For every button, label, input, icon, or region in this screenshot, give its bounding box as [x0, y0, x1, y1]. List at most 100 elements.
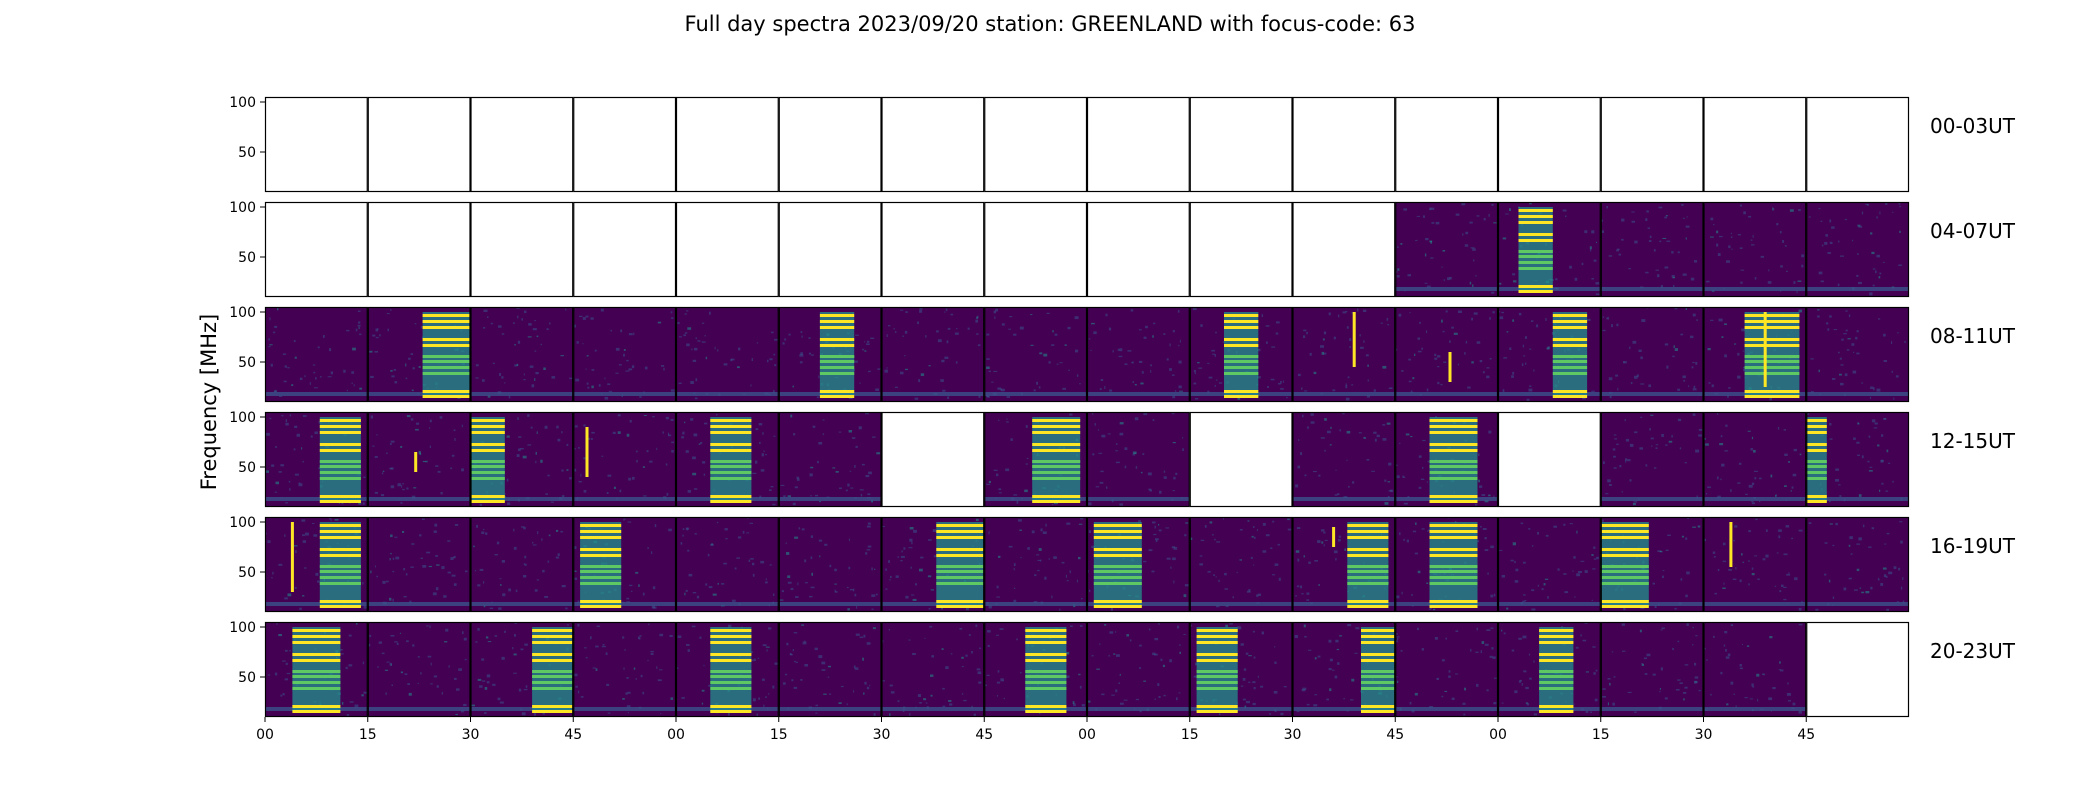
noise-speck: [313, 371, 316, 374]
noise-speck: [1713, 224, 1715, 226]
panel-frame: [1189, 306, 1293, 403]
interference-band: [1703, 287, 1807, 291]
noise-speck: [1632, 503, 1636, 506]
panel-background: [1189, 202, 1293, 297]
noise-speck: [1256, 376, 1261, 379]
noise-speck: [1693, 385, 1696, 389]
spectrum-panel: [1806, 621, 1910, 718]
noise-speck: [1843, 333, 1847, 335]
noise-speck: [1179, 644, 1181, 646]
noise-speck: [1716, 230, 1719, 234]
noise-speck: [780, 484, 785, 486]
noise-speck: [1856, 441, 1860, 444]
burst-band: [1093, 524, 1142, 527]
noise-speck: [1313, 704, 1318, 707]
noise-speck: [1672, 355, 1675, 358]
noise-speck: [1581, 262, 1584, 266]
noise-speck: [1769, 636, 1773, 639]
burst-band: [1224, 360, 1259, 363]
noise-speck: [1739, 579, 1742, 583]
noise-speck: [1081, 704, 1086, 707]
burst-band: [1224, 355, 1259, 358]
noise-speck: [904, 355, 906, 357]
noise-speck: [686, 310, 689, 312]
noise-speck: [1078, 673, 1081, 676]
panel-frame: [1086, 306, 1190, 403]
noise-speck: [1473, 312, 1478, 315]
noise-speck: [523, 563, 526, 566]
noise-speck: [372, 445, 375, 447]
noise-speck: [877, 368, 881, 370]
burst-band: [470, 465, 505, 468]
noise-speck: [485, 532, 488, 535]
noise-speck: [278, 563, 283, 566]
noise-speck: [900, 560, 903, 562]
noise-speck: [865, 552, 868, 555]
noise-speck: [692, 592, 697, 594]
noise-speck: [1580, 634, 1582, 637]
noise-speck: [362, 661, 364, 665]
noise-speck: [632, 476, 635, 480]
noise-speck: [659, 633, 664, 637]
noise-speck: [871, 608, 874, 610]
noise-speck: [810, 556, 813, 560]
noise-speck: [998, 488, 1002, 491]
noise-speck: [763, 450, 765, 452]
noise-speck: [268, 346, 271, 348]
noise-speck: [1212, 353, 1215, 355]
panel-frame: [573, 516, 677, 613]
burst-band: [1196, 629, 1238, 632]
noise-speck: [1237, 627, 1242, 630]
noise-speck: [476, 524, 478, 528]
noise-speck: [585, 315, 589, 318]
noise-speck: [318, 467, 321, 470]
noise-speck: [1611, 324, 1613, 328]
burst-band: [1429, 495, 1478, 498]
noise-speck: [282, 353, 287, 355]
noise-speck: [375, 336, 379, 339]
noise-speck: [941, 607, 943, 610]
noise-speck: [1506, 331, 1509, 333]
noise-speck: [1575, 646, 1579, 649]
panel-background: [881, 307, 985, 402]
noise-speck: [1272, 520, 1275, 523]
noise-speck: [855, 633, 860, 636]
noise-speck: [1140, 382, 1144, 385]
noise-speck: [624, 649, 626, 651]
spectrum-panel: [1497, 516, 1601, 613]
burst-band: [1032, 431, 1081, 434]
noise-speck: [762, 678, 765, 681]
noise-speck: [1013, 563, 1016, 566]
burst-band: [580, 524, 622, 527]
noise-speck: [1464, 687, 1466, 691]
noise-speck: [1482, 528, 1487, 530]
burst-mark: [1361, 627, 1396, 713]
noise-speck: [750, 659, 754, 662]
noise-speck: [838, 431, 842, 433]
noise-speck: [1075, 349, 1079, 353]
burst-band: [532, 705, 574, 708]
noise-speck: [536, 335, 539, 338]
noise-speck: [1602, 696, 1606, 698]
noise-speck: [808, 352, 811, 355]
noise-speck: [1831, 226, 1835, 229]
interference-band: [265, 497, 368, 501]
noise-speck: [1680, 578, 1683, 581]
noise-speck: [959, 628, 963, 630]
spectrum-panel: [573, 411, 677, 508]
noise-speck: [1856, 330, 1859, 333]
noise-speck: [1079, 685, 1082, 689]
noise-speck: [1430, 207, 1435, 210]
noise-speck: [514, 622, 517, 624]
burst-band: [1552, 344, 1588, 347]
noise-speck: [363, 691, 367, 694]
noise-speck: [1704, 437, 1706, 440]
noise-speck: [434, 523, 438, 527]
panel-background: [1395, 202, 1498, 297]
noise-speck: [1829, 500, 1831, 503]
noise-speck: [1329, 688, 1332, 692]
burst-band: [936, 570, 985, 573]
noise-speck: [1437, 355, 1441, 358]
noise-speck: [1366, 459, 1370, 461]
noise-speck: [996, 681, 1001, 684]
